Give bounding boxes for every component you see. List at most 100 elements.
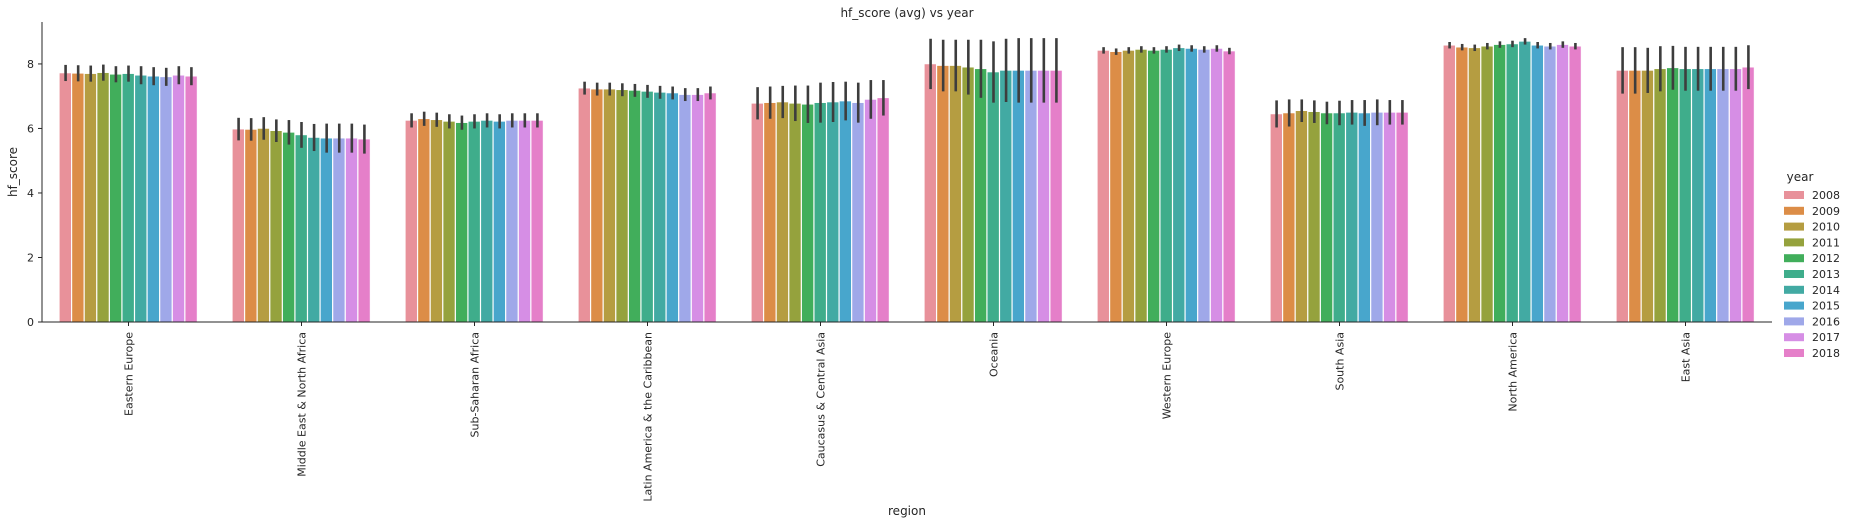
bar-2017-2 (518, 120, 531, 323)
legend-label-2018: 2018 (1812, 347, 1840, 360)
bar-2012-9 (1666, 67, 1679, 323)
x-axis-label: region (888, 504, 926, 518)
bar-2016-8 (1543, 45, 1557, 323)
bar-2009-3 (590, 88, 604, 323)
y-ticks: 0 2 4 6 8 (27, 58, 42, 329)
bar-2018-5 (1049, 70, 1063, 323)
legend-swatch-2010 (1784, 222, 1804, 231)
bar-2017-9 (1729, 68, 1742, 323)
legend-label-2008: 2008 (1812, 189, 1840, 202)
legend-label-2015: 2015 (1812, 300, 1840, 313)
bar-2015-7 (1358, 112, 1371, 323)
bar-2011-3 (615, 89, 629, 323)
bar-2011-7 (1307, 111, 1321, 323)
bar-2015-2 (493, 121, 506, 323)
bar-2017-8 (1556, 44, 1569, 323)
x-ticks: Eastern Europe Middle East & North Africa… (123, 322, 1693, 502)
bar-2013-4 (813, 102, 827, 323)
bar-2010-7 (1295, 110, 1308, 323)
bar-2009-4 (763, 102, 777, 323)
bar-2012-2 (455, 122, 468, 323)
chart-title: hf_score (avg) vs year (840, 6, 973, 20)
bar-2012-6 (1147, 50, 1160, 323)
x-tick-label: Caucasus & Central Asia (815, 332, 828, 467)
bar-2011-0 (96, 72, 110, 323)
x-tick-label: Middle East & North Africa (296, 332, 309, 477)
legend-label-2014: 2014 (1812, 284, 1840, 297)
bar-2015-3 (666, 92, 679, 323)
bar-2008-8 (1443, 44, 1456, 323)
bar-2010-0 (84, 73, 97, 323)
bar-2018-4 (876, 97, 890, 323)
bar-2008-1 (232, 128, 245, 323)
x-tick-label: North America (1507, 332, 1520, 412)
legend-swatch-2018 (1784, 349, 1804, 357)
bar-2017-3 (691, 94, 704, 323)
y-tick-label: 4 (27, 187, 34, 200)
bar-2018-8 (1568, 45, 1582, 323)
bar-2014-3 (653, 92, 667, 323)
legend-swatch-2011 (1784, 238, 1804, 247)
bar-2018-2 (530, 120, 544, 323)
bar-2017-1 (345, 137, 358, 323)
legend-label-2016: 2016 (1812, 315, 1840, 328)
bar-2013-5 (986, 71, 1000, 323)
bar-2016-0 (159, 76, 173, 323)
bar-2010-1 (257, 128, 270, 323)
bar-2015-8 (1531, 44, 1544, 323)
bar-2011-2 (442, 121, 456, 323)
bar-2012-7 (1320, 112, 1333, 323)
x-tick-label: Latin America & the Caribbean (642, 332, 655, 502)
bar-2010-2 (430, 119, 443, 323)
bar-2010-3 (603, 88, 616, 323)
bar-2014-8 (1518, 41, 1532, 323)
bar-2015-4 (839, 100, 852, 323)
legend-swatch-2014 (1784, 285, 1804, 294)
bar-2017-7 (1383, 112, 1396, 323)
bar-2010-4 (776, 101, 789, 323)
bar-2010-8 (1468, 47, 1481, 323)
bar-2015-5 (1012, 70, 1025, 323)
x-tick-label: Oceania (988, 332, 1001, 377)
x-tick-label: East Asia (1680, 332, 1693, 382)
bar-2011-4 (788, 102, 802, 323)
bar-2008-3 (577, 87, 591, 323)
bar-2014-5 (999, 70, 1013, 323)
bar-2010-5 (949, 65, 962, 323)
bar-2013-3 (640, 91, 654, 323)
legend-swatch-2013 (1784, 270, 1804, 278)
bar-2017-4 (864, 99, 877, 323)
bar-2013-8 (1505, 43, 1519, 323)
bar-2015-9 (1704, 68, 1717, 323)
bar-2016-9 (1716, 68, 1730, 323)
bar-2014-7 (1345, 112, 1359, 323)
bar-2015-6 (1185, 48, 1198, 323)
x-tick-label: Western Europe (1161, 332, 1174, 420)
legend-title: year (1787, 170, 1814, 184)
bar-2018-9 (1741, 66, 1755, 323)
legend-swatch-2016 (1784, 317, 1804, 326)
bar-2011-1 (269, 130, 283, 323)
bar-2008-9 (1616, 70, 1629, 323)
bar-2018-0 (184, 75, 198, 323)
bar-2009-6 (1109, 51, 1123, 323)
bar-2013-7 (1332, 112, 1346, 323)
bar-2009-7 (1282, 112, 1296, 323)
bar-2014-1 (307, 137, 321, 323)
bar-2009-5 (936, 65, 950, 323)
bar-2014-2 (480, 120, 494, 323)
bar-2008-6 (1097, 50, 1110, 323)
bar-2012-1 (282, 132, 295, 323)
bar-2016-4 (851, 102, 865, 323)
axes (41, 22, 1772, 323)
y-tick-label: 0 (27, 316, 34, 329)
legend-label-2017: 2017 (1812, 331, 1840, 344)
bar-2016-1 (332, 137, 346, 323)
bar-2014-6 (1172, 47, 1186, 323)
bar-2009-8 (1455, 46, 1469, 323)
bar-2011-8 (1480, 45, 1494, 323)
bar-2012-8 (1493, 44, 1506, 323)
error-bars (64, 38, 1750, 154)
bar-2016-6 (1197, 49, 1211, 323)
